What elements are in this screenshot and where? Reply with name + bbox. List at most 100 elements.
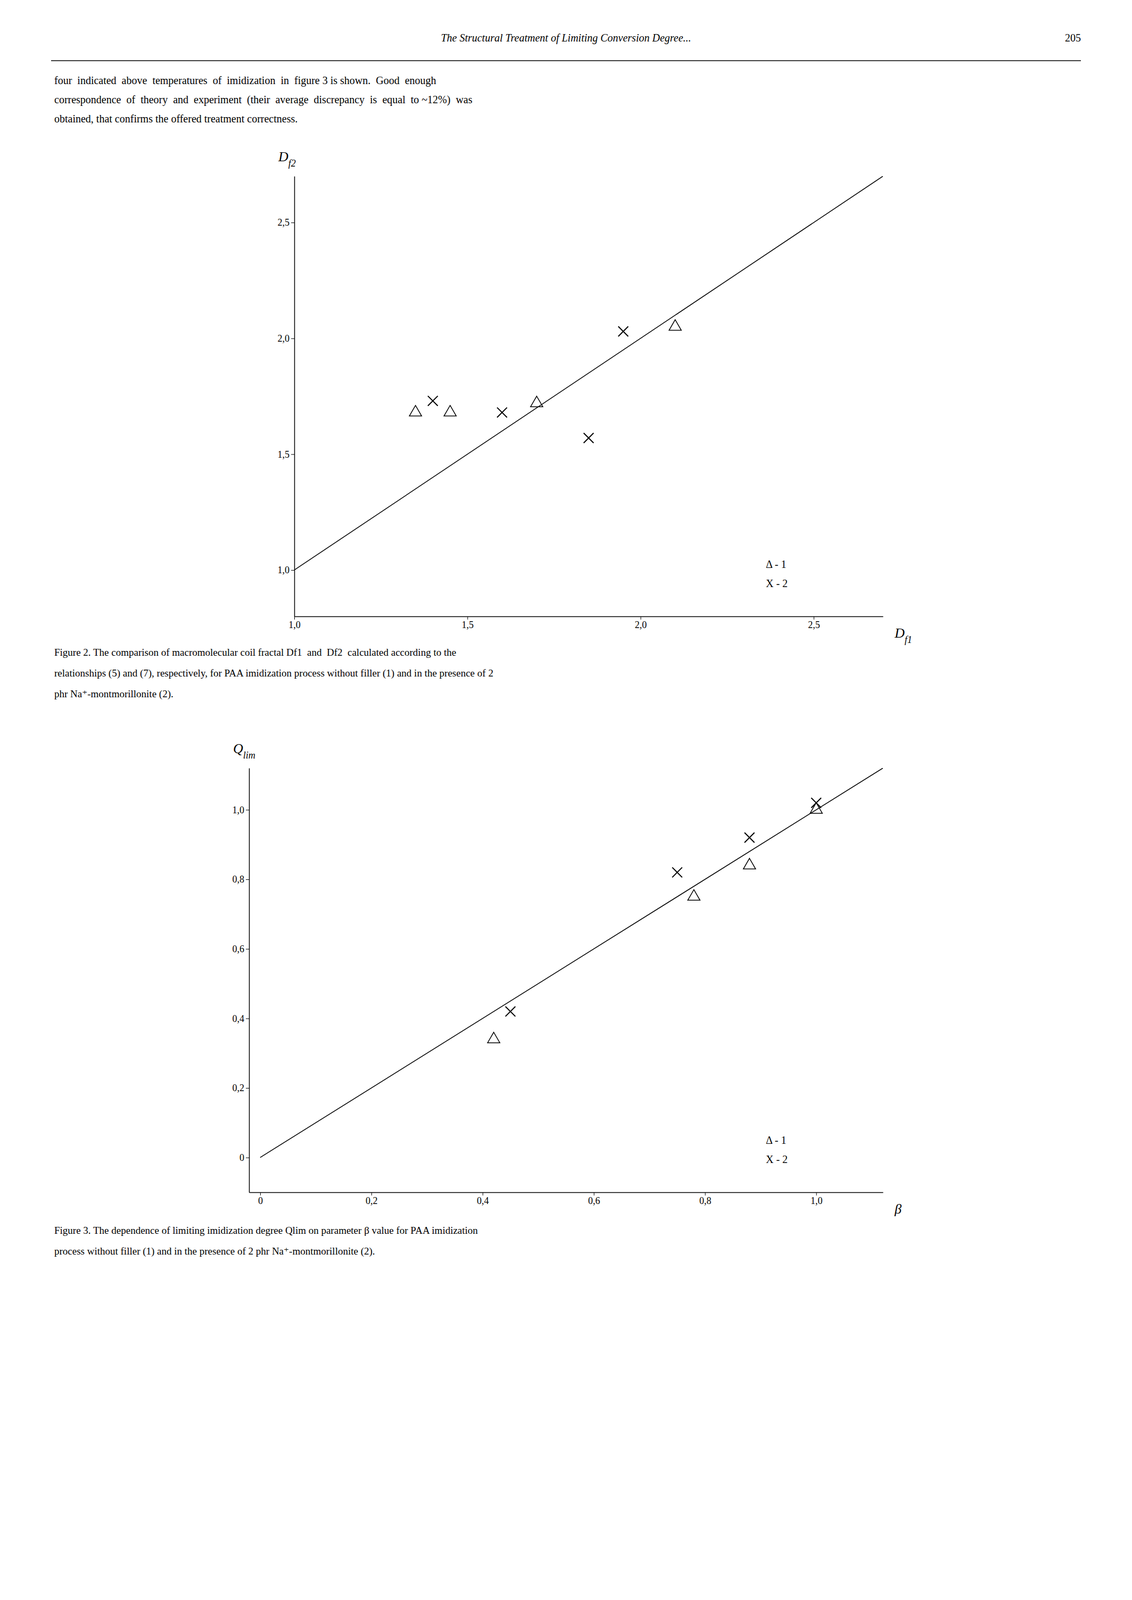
caption-line: relationships (5) and (7), respectively,…	[54, 667, 494, 680]
point	[487, 1031, 500, 1043]
axis-line	[249, 1192, 884, 1194]
x-axis: 1,0 1,5 2,0 2,5	[288, 616, 883, 631]
tick: 0	[258, 1192, 263, 1206]
caption-line: process without filler (1) and in the pr…	[54, 1245, 376, 1258]
tick-label: 0	[258, 1195, 263, 1206]
point	[505, 1006, 516, 1017]
tick-label: 2,5	[277, 217, 291, 228]
paragraph-line: correspondence of theory and experiment …	[54, 93, 473, 106]
tick-label: 0,2	[365, 1195, 378, 1206]
chart: 1,0 1,5 2,0 2,5 1,0 1,5 2,0 2,5 Df2 Df1 Δ - 1 X - 2	[277, 149, 913, 646]
point	[687, 889, 700, 900]
tick: 1,5	[461, 616, 475, 631]
page: The Structural Treatment of Limiting Con…	[0, 0, 1132, 1600]
axis-line	[294, 176, 296, 617]
point	[583, 432, 594, 443]
point	[409, 405, 422, 417]
tick: 1,0	[277, 564, 295, 576]
tick-label: 2,0	[634, 619, 648, 631]
tick-label: 1,5	[461, 619, 475, 631]
marks	[260, 767, 883, 1158]
chart: 0 0,2 0,4 0,6 0,8 1,0 0 0,2 0,4 0,6 0,8 1,0 Qlim β Δ -…	[232, 740, 903, 1217]
point	[672, 867, 683, 878]
y-axis: 1,0 1,5 2,0 2,5	[277, 176, 295, 617]
y-axis: 0 0,2 0,4 0,6 0,8 1,0	[232, 768, 250, 1193]
caption-line: Figure 3. The dependence of limiting imi…	[54, 1224, 478, 1236]
legend: Δ - 1 X - 2	[765, 1134, 788, 1165]
paragraph-line: four indicated above temperatures of imi…	[54, 74, 437, 87]
tick-label: 0,6	[232, 943, 245, 955]
tick: 1,5	[277, 449, 295, 460]
tick-label: 1,0	[288, 619, 301, 631]
tick: 0,6	[232, 943, 250, 955]
y-axis-label: Qlim	[233, 740, 256, 761]
tick-label: 0,2	[232, 1082, 245, 1094]
point	[743, 858, 756, 870]
tick-label: 0,6	[588, 1195, 601, 1206]
point	[810, 802, 823, 814]
tick: 1,0	[810, 1192, 823, 1206]
tick-mark	[291, 453, 295, 455]
tick-label: 0,8	[699, 1195, 712, 1206]
tick-mark	[245, 1018, 250, 1019]
tick: 0	[239, 1152, 250, 1163]
legend-entry: Δ - 1	[765, 558, 787, 570]
tick-label: 1,0	[810, 1195, 823, 1206]
tick-label: 0	[239, 1152, 245, 1163]
tick-label: 1,5	[277, 449, 291, 460]
tick-mark	[245, 1087, 250, 1089]
axis-line	[249, 768, 251, 1193]
point	[618, 326, 629, 337]
caption-line: phr Na⁺-montmorillonite (2).	[54, 688, 174, 700]
tick-mark	[245, 948, 250, 950]
tick-mark	[245, 879, 250, 880]
point	[668, 319, 682, 331]
paragraph-line: obtained, that confirms the offered trea…	[54, 112, 298, 125]
page-number: 205	[1064, 31, 1081, 44]
legend-entry: Δ - 1	[765, 1134, 787, 1146]
tick: 1,0	[288, 616, 301, 631]
axis-line	[294, 616, 884, 618]
line	[260, 767, 883, 1158]
point	[427, 395, 439, 407]
tick-label: 0,4	[476, 1195, 490, 1206]
tick: 2,5	[807, 616, 821, 631]
tick-mark	[291, 338, 295, 340]
x-axis: 0 0,2 0,4 0,6 0,8 1,0	[249, 1192, 884, 1206]
tick-mark	[291, 222, 295, 223]
point	[744, 832, 755, 843]
tick: 0,4	[232, 1013, 250, 1024]
tick: 0,4	[476, 1192, 490, 1206]
legend-entry: X - 2	[765, 1153, 788, 1165]
tick-label: 0,4	[232, 1013, 245, 1024]
point	[530, 395, 543, 407]
tick: 0,6	[588, 1192, 601, 1206]
legend: Δ - 1 X - 2	[765, 558, 788, 590]
tick-mark	[245, 809, 250, 811]
point	[443, 405, 457, 417]
tick: 0,2	[232, 1082, 250, 1094]
tick: 2,5	[277, 217, 295, 228]
tick: 0,2	[365, 1192, 378, 1206]
y-axis-label: Df2	[277, 149, 296, 169]
tick: 1,0	[232, 804, 250, 816]
tick-label: 1,0	[232, 804, 245, 816]
tick: 0,8	[232, 873, 250, 885]
caption-line: Figure 2. The comparison of macromolecul…	[54, 646, 457, 658]
tick: 0,8	[699, 1192, 712, 1206]
tick: 2,0	[634, 616, 648, 631]
header-rule	[51, 60, 1081, 62]
tick-mark	[291, 569, 295, 571]
point	[811, 797, 822, 808]
marks	[294, 176, 883, 570]
x-axis-label: Df1	[894, 625, 913, 646]
tick-label: 0,8	[232, 873, 245, 885]
x-axis-label: β	[894, 1201, 902, 1217]
legend-entry: X - 2	[765, 577, 788, 590]
line	[294, 176, 883, 570]
tick-label: 2,5	[807, 619, 821, 631]
page-header: The Structural Treatment of Limiting Con…	[440, 31, 691, 45]
tick-mark	[245, 1157, 250, 1159]
tick: 2,0	[277, 333, 295, 344]
tick-label: 2,0	[277, 333, 291, 344]
